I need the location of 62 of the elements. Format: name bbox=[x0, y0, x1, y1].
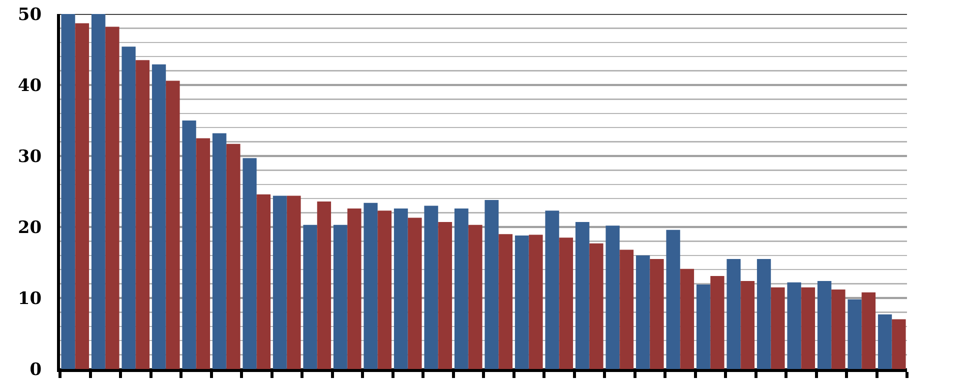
bar bbox=[666, 230, 680, 369]
bar bbox=[182, 120, 196, 369]
bar bbox=[498, 234, 513, 369]
bar bbox=[424, 206, 438, 369]
bar bbox=[801, 287, 816, 369]
bar bbox=[303, 224, 318, 369]
bar bbox=[559, 238, 574, 369]
bar bbox=[333, 224, 348, 369]
bar bbox=[166, 80, 180, 369]
bar bbox=[484, 200, 499, 369]
bar bbox=[620, 250, 634, 369]
bar bbox=[756, 258, 771, 369]
y-tick-label: 10 bbox=[18, 288, 42, 309]
bar bbox=[105, 26, 120, 369]
bar bbox=[347, 208, 362, 369]
bar bbox=[454, 208, 468, 369]
bar bbox=[696, 284, 710, 369]
bar bbox=[61, 14, 76, 369]
bar bbox=[122, 46, 136, 369]
bar bbox=[212, 133, 226, 369]
bar bbox=[650, 258, 664, 369]
bar bbox=[831, 289, 846, 369]
bar bbox=[514, 236, 529, 369]
bar bbox=[242, 158, 257, 369]
bar bbox=[272, 196, 287, 369]
bar bbox=[528, 234, 543, 369]
bar bbox=[364, 202, 378, 369]
bar bbox=[75, 23, 90, 369]
bar bbox=[468, 224, 482, 369]
bar bbox=[862, 292, 876, 369]
bar bbox=[408, 218, 422, 369]
bar bbox=[770, 287, 785, 369]
bar bbox=[545, 210, 560, 369]
bar bbox=[710, 276, 724, 369]
y-tick-label: 30 bbox=[18, 146, 42, 167]
bar bbox=[589, 243, 604, 369]
bar bbox=[394, 208, 408, 369]
bar bbox=[680, 268, 694, 369]
bar bbox=[848, 299, 862, 369]
bar bbox=[726, 258, 741, 369]
bar bbox=[636, 255, 650, 369]
bar bbox=[606, 226, 620, 369]
bar bbox=[817, 280, 832, 369]
bar bbox=[438, 222, 452, 369]
bar bbox=[787, 282, 802, 369]
bar bbox=[575, 222, 590, 369]
bar bbox=[378, 210, 392, 369]
y-tick-label: 20 bbox=[18, 218, 42, 238]
bar bbox=[91, 14, 106, 369]
bar bbox=[878, 314, 892, 369]
bar bbox=[317, 201, 332, 369]
bar bbox=[152, 64, 166, 369]
bar bbox=[286, 196, 301, 369]
bar bbox=[226, 144, 240, 369]
y-tick-label: 40 bbox=[18, 76, 42, 96]
y-tick-label: 0 bbox=[30, 360, 42, 380]
bar bbox=[136, 60, 150, 369]
bar bbox=[196, 138, 210, 369]
bar bbox=[256, 194, 271, 369]
bar bbox=[892, 319, 906, 369]
y-tick-label: 50 bbox=[18, 4, 42, 25]
bar bbox=[740, 280, 755, 369]
